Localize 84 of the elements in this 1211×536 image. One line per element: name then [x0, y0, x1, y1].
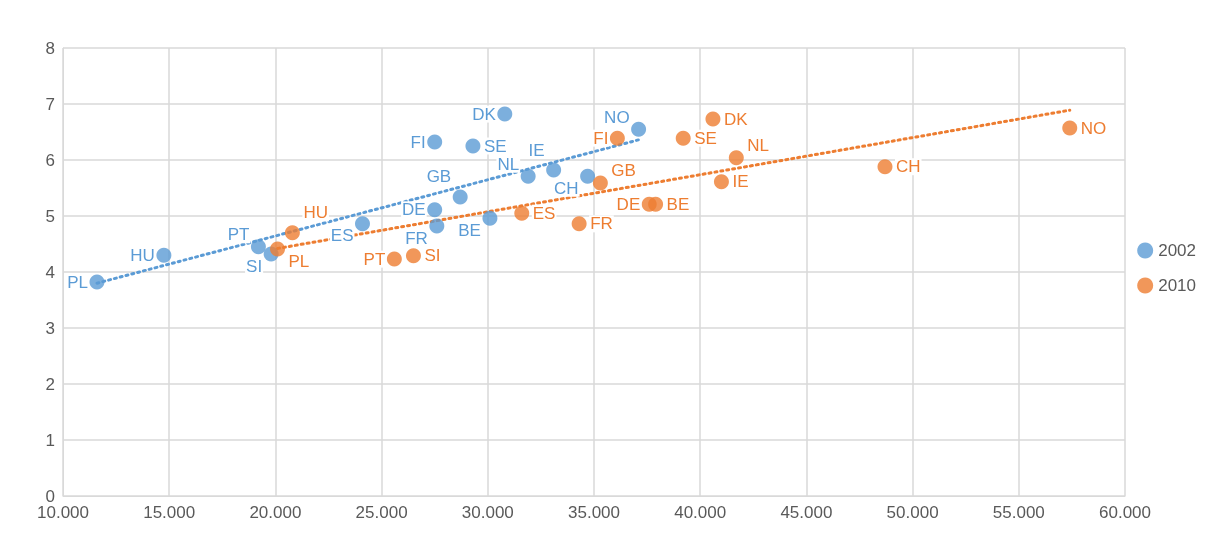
annotation: DK: [472, 104, 497, 124]
annotation: PL: [67, 272, 88, 292]
point: [497, 106, 513, 122]
y-tick-label: 6: [45, 150, 55, 170]
y-tick-label: 1: [45, 430, 55, 450]
annotation: SI: [424, 246, 441, 266]
x-tick-label: 60.000: [1099, 503, 1151, 522]
annotation: GB: [611, 161, 636, 181]
x-tick-label: 15.000: [143, 503, 196, 522]
annotation: NO: [604, 107, 630, 127]
point: [514, 205, 530, 221]
y-tick-label: 3: [45, 318, 55, 338]
point: [89, 274, 105, 290]
annotation: NL: [497, 154, 520, 174]
annotation: ES: [330, 226, 354, 246]
point: [705, 111, 721, 127]
y-tick-label: 2: [45, 374, 55, 394]
point: [592, 175, 608, 191]
point: [465, 138, 481, 154]
y-tick-label: 4: [45, 262, 55, 282]
y-tick-label: 8: [45, 38, 55, 58]
point: [482, 210, 498, 226]
point: [571, 216, 587, 232]
x-tick-label: 40.000: [674, 503, 727, 522]
y-tick-label: 7: [45, 94, 55, 114]
annotation: NO: [1080, 118, 1107, 138]
point: [429, 218, 445, 234]
x-tick-label: 25.000: [355, 503, 408, 522]
annotation: FI: [593, 128, 609, 148]
point: [284, 225, 300, 241]
x-tick-label: 35.000: [568, 503, 620, 522]
annotation: DE: [402, 200, 426, 220]
x-tick-label: 50.000: [886, 503, 939, 522]
annotation: FR: [405, 228, 428, 248]
point: [427, 134, 443, 150]
point: [728, 150, 744, 166]
point: [270, 241, 286, 257]
annotation: SI: [246, 256, 263, 276]
point: [631, 121, 647, 137]
legend-label: 2010: [1158, 276, 1197, 295]
annotation: FR: [590, 214, 613, 234]
point: [427, 202, 443, 218]
annotation: GB: [426, 167, 452, 187]
point: [355, 216, 370, 232]
point: [405, 248, 421, 264]
annotation: SE: [694, 128, 717, 148]
annotation: SE: [483, 136, 507, 156]
annotation: NL: [747, 136, 770, 156]
annotation: IE: [528, 140, 545, 160]
point: [546, 162, 562, 178]
x-tick-label: 55.000: [992, 503, 1045, 522]
annotation: HU: [303, 203, 328, 223]
annotation: PL: [288, 251, 310, 271]
annotation: BE: [666, 194, 690, 214]
point: [713, 174, 729, 190]
annotation: IE: [732, 172, 749, 192]
annotation: CH: [554, 178, 579, 198]
annotation: FI: [410, 132, 426, 152]
point: [386, 251, 402, 267]
point: [156, 247, 172, 263]
legend-label: 2002: [1158, 241, 1197, 260]
annotation: BE: [458, 220, 481, 240]
annotation: PT: [363, 249, 386, 269]
annotation: ES: [532, 203, 556, 223]
annotation: DK: [723, 109, 749, 129]
point: [877, 159, 893, 175]
point: [1062, 120, 1078, 136]
y-tick-label: 5: [45, 206, 55, 226]
annotation: HU: [130, 245, 155, 265]
x-tick-label: 20.000: [249, 503, 302, 522]
point: [250, 239, 266, 255]
y-tick-label: 0: [45, 486, 55, 506]
x-tick-label: 10.000: [37, 503, 89, 522]
x-tick-label: 45.000: [780, 503, 833, 522]
point: [520, 168, 536, 184]
point: [609, 130, 625, 146]
annotation: CH: [895, 157, 921, 177]
point: [648, 196, 664, 212]
point: [580, 168, 596, 184]
x-tick-label: 30.000: [461, 503, 514, 522]
annotation: DE: [616, 194, 641, 214]
point: [675, 130, 691, 146]
point: [452, 189, 468, 205]
annotation: PT: [227, 225, 250, 245]
